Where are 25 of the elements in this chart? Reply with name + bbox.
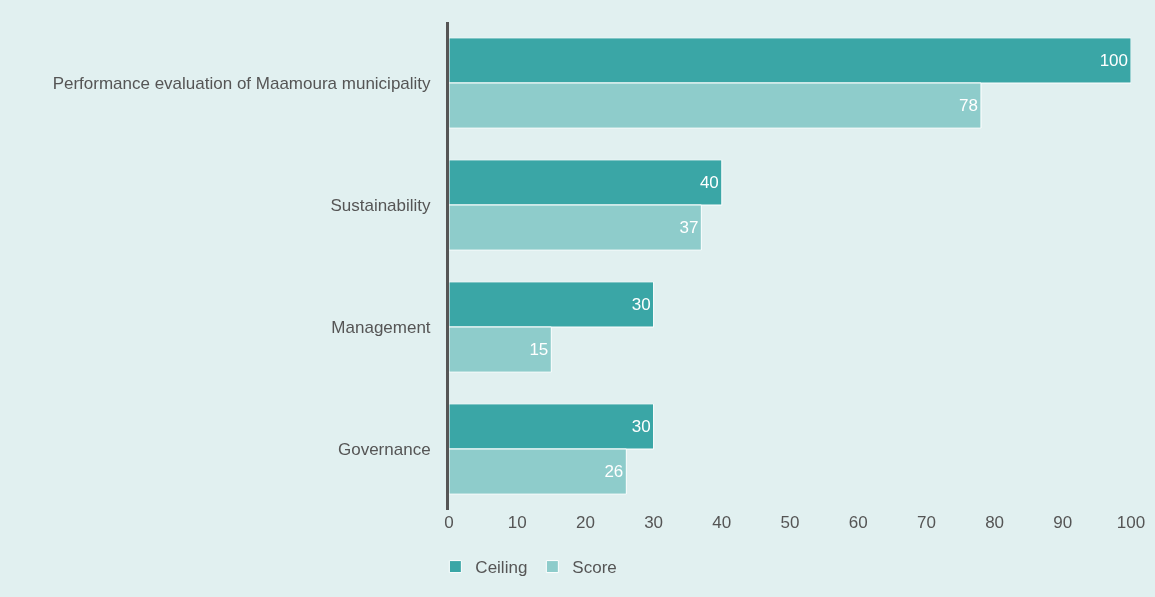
x-tick-label: 40 xyxy=(712,513,732,532)
y-tick-label: Sustainability xyxy=(330,195,432,215)
data-label: 26 xyxy=(604,462,624,482)
data-label: 40 xyxy=(699,172,719,192)
data-label: 37 xyxy=(679,218,699,238)
data-label: 100 xyxy=(1099,50,1128,70)
x-tick-label: 10 xyxy=(507,513,527,532)
data-label: 15 xyxy=(529,340,549,360)
x-tick-label: 60 xyxy=(848,513,868,532)
y-tick-label: Governance xyxy=(337,439,431,459)
y-tick-label: Performance evaluation of Maamoura municipality xyxy=(52,73,432,93)
x-tick-label: 80 xyxy=(985,513,1005,532)
x-tick-label: 30 xyxy=(644,513,664,532)
x-tick-label: 100 xyxy=(1116,513,1146,532)
x-tick-label: 0 xyxy=(444,513,454,532)
data-label: 30 xyxy=(631,416,651,436)
legend-label: Ceiling xyxy=(475,558,528,578)
legend-label: Score xyxy=(572,558,617,578)
x-tick-label: 20 xyxy=(575,513,595,532)
x-tick-label: 70 xyxy=(916,513,936,532)
data-label: 30 xyxy=(631,294,651,314)
x-tick-label: 90 xyxy=(1053,513,1073,532)
x-tick-label: 50 xyxy=(780,513,800,532)
data-label: 78 xyxy=(959,96,978,116)
y-tick-label: Management xyxy=(331,317,431,337)
